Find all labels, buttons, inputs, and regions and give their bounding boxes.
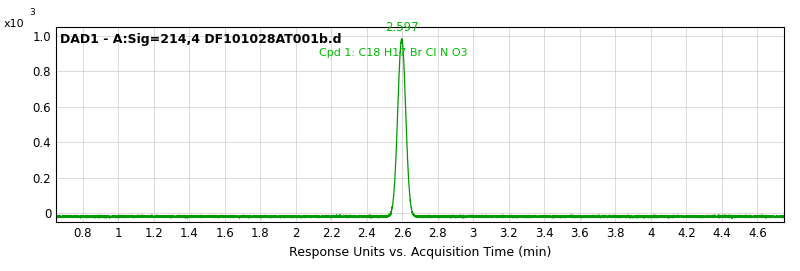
X-axis label: Response Units vs. Acquisition Time (min): Response Units vs. Acquisition Time (min… [289,246,551,259]
Text: 2.597: 2.597 [385,21,418,34]
Text: x10: x10 [4,19,25,29]
Text: Cpd 1: C18 H17 Br Cl N O3: Cpd 1: C18 H17 Br Cl N O3 [318,49,467,58]
Text: 3: 3 [30,8,35,17]
Text: DAD1 - A:Sig=214,4 DF101028AT001b.d: DAD1 - A:Sig=214,4 DF101028AT001b.d [60,33,341,46]
